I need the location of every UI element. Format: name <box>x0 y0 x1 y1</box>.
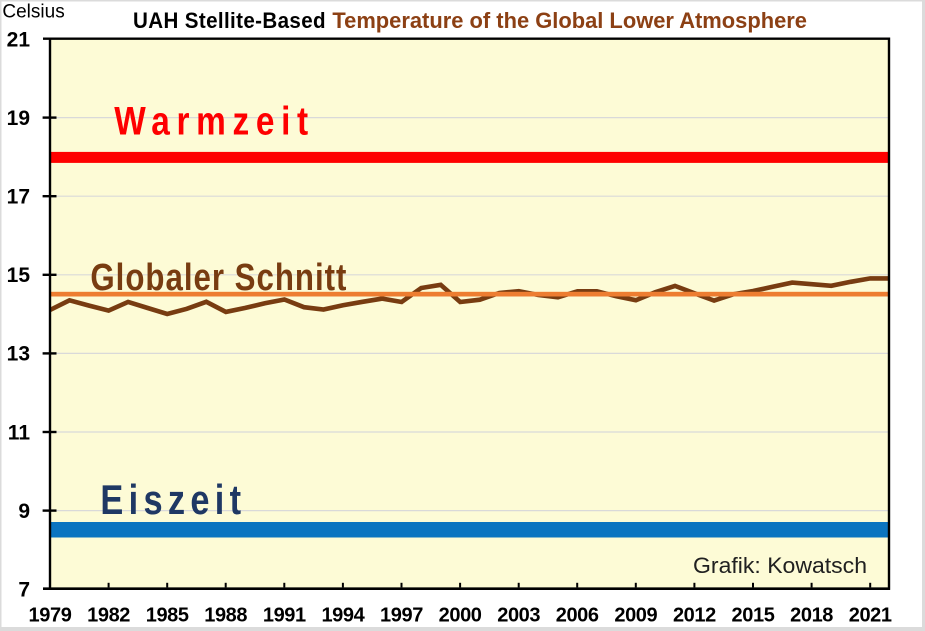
svg-text:2009: 2009 <box>614 604 657 626</box>
svg-text:2012: 2012 <box>673 604 716 626</box>
svg-text:1979: 1979 <box>29 604 72 626</box>
svg-text:11: 11 <box>8 421 31 444</box>
svg-text:1997: 1997 <box>380 604 423 626</box>
svg-text:1988: 1988 <box>204 604 247 626</box>
svg-text:Celsius: Celsius <box>2 1 64 22</box>
svg-text:UAH Stellite-Based: UAH Stellite-Based <box>133 8 326 33</box>
svg-text:2021: 2021 <box>849 604 892 626</box>
svg-text:1985: 1985 <box>146 604 189 626</box>
svg-text:Temperature of the Global Lowe: Temperature of the Global Lower Atmosphe… <box>332 8 807 33</box>
svg-text:2018: 2018 <box>790 604 833 626</box>
svg-text:17: 17 <box>7 186 30 209</box>
svg-text:15: 15 <box>7 264 31 287</box>
svg-text:21: 21 <box>7 28 31 51</box>
svg-text:Eiszeit: Eiszeit <box>100 476 246 523</box>
svg-text:13: 13 <box>7 343 30 366</box>
svg-text:2003: 2003 <box>497 604 540 626</box>
svg-text:1994: 1994 <box>321 604 365 626</box>
svg-text:2006: 2006 <box>556 604 599 626</box>
svg-text:19: 19 <box>7 107 30 130</box>
svg-text:1991: 1991 <box>263 604 306 626</box>
svg-text:Warmzeit: Warmzeit <box>114 100 314 144</box>
svg-text:9: 9 <box>18 500 30 523</box>
svg-text:2000: 2000 <box>439 604 482 626</box>
svg-text:1982: 1982 <box>87 604 130 626</box>
svg-text:2015: 2015 <box>732 604 775 626</box>
svg-text:Grafik: Kowatsch: Grafik: Kowatsch <box>693 553 867 578</box>
svg-text:7: 7 <box>18 579 30 602</box>
